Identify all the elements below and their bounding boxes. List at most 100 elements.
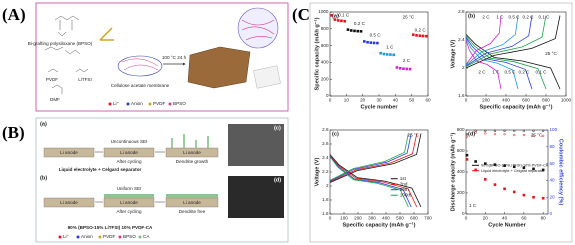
x-tick-label: 700	[424, 216, 432, 221]
panel-tag: (c)	[332, 131, 339, 137]
sem-image	[228, 124, 284, 166]
y-tick-label: 1.6	[322, 211, 329, 216]
x-tick-label: 400	[502, 98, 510, 103]
point	[474, 131, 477, 134]
x-tick-label: 20	[483, 216, 489, 221]
text: LiTFSI	[78, 77, 92, 82]
point	[503, 187, 506, 191]
point	[395, 66, 399, 69]
point	[542, 129, 545, 132]
caption: 90% (BPSO-15% LiTFSI) 10% PVDF-CA	[68, 225, 153, 230]
point	[541, 168, 545, 172]
line	[465, 15, 533, 67]
y-tick-label: 1.6	[458, 93, 465, 98]
point	[336, 19, 340, 22]
caption: Liquid electrolyte + Celgard separator	[59, 167, 142, 172]
point	[349, 29, 353, 32]
point	[474, 160, 477, 163]
text: Uniform SEI	[117, 186, 142, 191]
annotation: 0.2 C	[354, 21, 366, 26]
annotation: 0.1 C	[536, 70, 548, 75]
pipette	[99, 27, 114, 41]
point	[402, 67, 405, 70]
text: Li anode	[60, 200, 78, 205]
legend-swatch	[76, 235, 80, 239]
x-tick-label: 200	[482, 98, 490, 103]
x-tick-label: 400	[382, 216, 390, 221]
x-tick-label: 500	[396, 216, 404, 221]
y2-tick-label: 0	[550, 211, 553, 216]
anode	[165, 147, 219, 158]
y-tick-label: 2.8	[458, 9, 465, 14]
x-axis-label: Specific capacity (mAh g⁻¹)	[343, 221, 416, 228]
point	[532, 129, 535, 132]
point	[484, 129, 487, 132]
x-tick-label: 60	[521, 216, 527, 221]
text: Li anode	[183, 150, 201, 155]
legend-swatch	[126, 102, 130, 106]
point	[513, 133, 516, 137]
photo	[253, 65, 281, 89]
anode	[43, 197, 95, 208]
point	[474, 168, 477, 172]
legend-swatch	[108, 102, 112, 106]
dendrites	[171, 134, 209, 148]
legend-label: CA	[143, 234, 150, 239]
panel-label: (B)	[2, 123, 25, 142]
y-tick-label: 200	[321, 76, 329, 81]
chart: 0 200 400 600 800 1000 1.6 2 2.4 2.8(b) Specific c…	[450, 9, 571, 110]
point	[522, 166, 526, 170]
point	[532, 195, 535, 199]
line	[465, 36, 533, 90]
point	[483, 162, 487, 165]
x-tick-label: 80	[541, 216, 547, 221]
zoom-circle	[237, 7, 279, 49]
x-tick-label: 600	[410, 216, 418, 221]
text: After cycling	[116, 209, 141, 214]
legend-label: 50th	[400, 187, 409, 192]
legend: Li⁺ Anion PVDF BPSO	[108, 101, 186, 106]
sei-layer	[104, 194, 154, 198]
x-tick-label: 40	[502, 216, 508, 221]
annotation: 1 C	[496, 14, 504, 19]
x-tick-label: 30	[376, 98, 382, 103]
annotation: 25 °C	[545, 51, 557, 56]
x-tick-label: 0	[465, 98, 468, 103]
legend-label: PVDF	[153, 101, 165, 106]
legend-label: Liquid electrolyte + Celgard separator	[481, 169, 545, 173]
point	[532, 134, 535, 138]
x-tick-label: 0	[329, 98, 332, 103]
point	[425, 34, 428, 38]
composite-membrane	[187, 46, 251, 89]
point	[513, 129, 516, 132]
fibers	[241, 19, 275, 41]
y-axis-label: Specific capacity (mAh g⁻¹)	[313, 17, 320, 90]
anode	[43, 147, 95, 158]
point	[483, 178, 487, 181]
molecule-drawings	[44, 15, 89, 94]
point	[408, 67, 412, 71]
point	[503, 164, 506, 167]
point	[412, 33, 415, 36]
y-tick-label: 2.4	[458, 37, 465, 42]
anode	[103, 147, 155, 158]
row-b: Li anode Li anode Li anode Uniform SEI A…	[43, 176, 284, 230]
legend-label: Anion	[81, 234, 93, 239]
point	[363, 40, 366, 43]
legend-swatch	[168, 102, 172, 106]
x-tick-label: 0	[465, 216, 468, 221]
y-tick-label: 0	[326, 93, 329, 98]
y-tick-label: 2.6	[322, 141, 329, 146]
point	[385, 53, 389, 56]
text: Li anode	[183, 200, 201, 205]
y-tick-label: 800	[321, 26, 329, 31]
annotation: 0.5 C	[509, 14, 521, 19]
annotation: 0.1 C	[338, 13, 350, 18]
y2-tick-label: 80	[550, 144, 556, 149]
annotation: 0.1 C	[539, 14, 551, 19]
text: Bi-grafting polysiloxane (BPSO)	[28, 41, 93, 46]
plot-frame	[465, 11, 567, 97]
point	[359, 30, 363, 33]
y-axis-label: Voltage (V)	[450, 39, 456, 68]
